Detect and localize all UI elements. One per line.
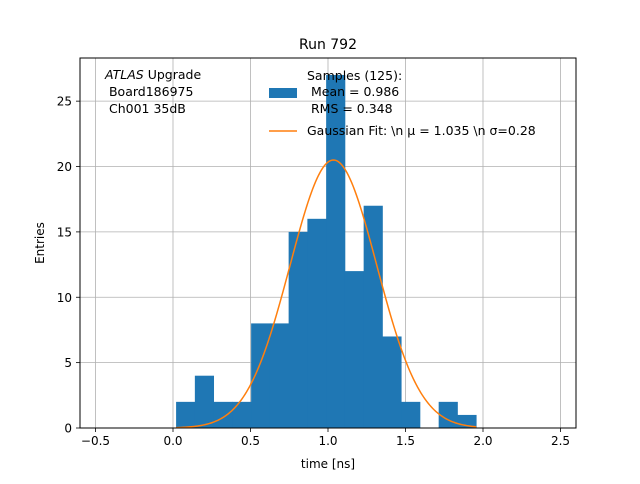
histogram-bar — [401, 401, 421, 428]
histogram-bar — [363, 205, 383, 428]
histogram-bar — [194, 375, 215, 428]
x-tick-label: 2.0 — [473, 434, 492, 448]
y-tick-label: 5 — [64, 356, 72, 370]
histogram-bar — [232, 401, 252, 428]
y-tick-label: 10 — [57, 291, 72, 305]
x-tick-label: 2.5 — [551, 434, 570, 448]
legend-histogram-swatch — [269, 88, 297, 98]
x-tick-label: 1.5 — [396, 434, 415, 448]
y-axis-label: Entries — [33, 222, 47, 264]
histogram-bar — [382, 336, 402, 428]
atlas-annotation: ATLAS Upgrade Board186975 Ch001 35dB — [104, 67, 201, 116]
x-tick-label: −0.5 — [81, 434, 110, 448]
legend-rms-line: RMS = 0.348 — [307, 101, 393, 116]
x-tick-label: 1.0 — [318, 434, 337, 448]
annotation-atlas-italic: ATLAS — [104, 67, 144, 82]
histogram-bar — [344, 271, 365, 428]
annotation-upgrade: Upgrade — [144, 67, 202, 82]
histogram-bar — [269, 323, 290, 428]
y-tick-label: 15 — [57, 225, 72, 239]
x-axis-label: time [ns] — [301, 457, 355, 471]
legend: Samples (125): Mean = 0.986 RMS = 0.348 … — [269, 68, 536, 138]
y-axis-ticks: 0 5 10 15 20 25 — [57, 95, 80, 436]
gaussian-fit-curve — [176, 159, 477, 429]
histogram-bar — [251, 323, 271, 428]
histogram-bar — [438, 401, 458, 428]
x-tick-label: 0.5 — [241, 434, 260, 448]
legend-mean-line: Mean = 0.986 — [307, 84, 399, 99]
histogram-bar — [213, 401, 233, 428]
y-tick-label: 20 — [57, 160, 72, 174]
legend-fit-label: Gaussian Fit: \n μ = 1.035 \n σ=0.28 — [307, 123, 536, 138]
histogram-bar — [307, 218, 327, 428]
annotation-board: Board186975 — [105, 84, 193, 99]
x-tick-label: 0.0 — [163, 434, 182, 448]
legend-samples-line: Samples (125): — [307, 68, 402, 83]
annotation-line-1: ATLAS Upgrade — [104, 67, 201, 82]
chart-title: Run 792 — [299, 37, 357, 53]
y-tick-label: 25 — [57, 95, 72, 109]
x-axis-ticks: −0.5 0.0 0.5 1.0 1.5 2.0 2.5 — [81, 428, 570, 448]
annotation-channel: Ch001 35dB — [105, 101, 186, 116]
histogram-bar — [288, 231, 308, 428]
histogram-bar — [176, 401, 196, 428]
y-tick-label: 0 — [64, 422, 72, 436]
